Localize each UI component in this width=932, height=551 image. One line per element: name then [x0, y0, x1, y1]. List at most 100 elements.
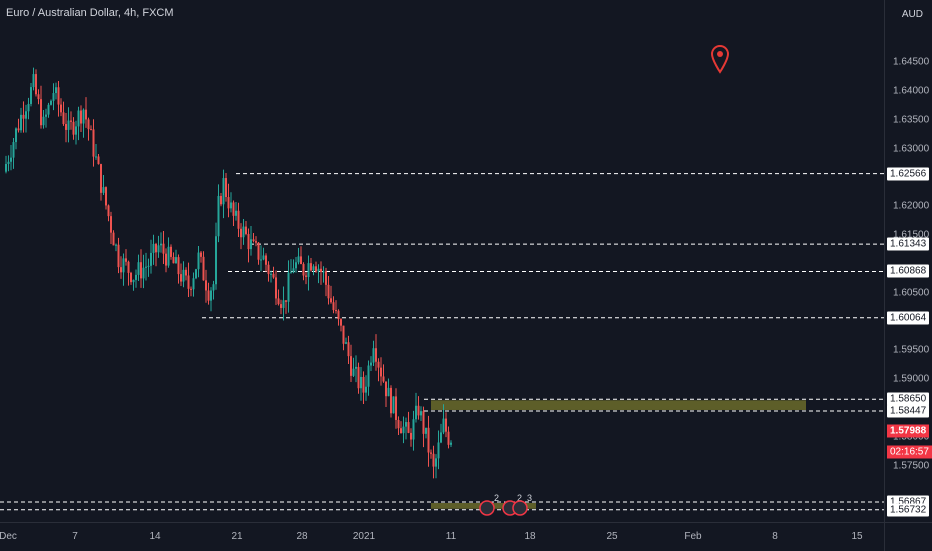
- candle-body: [375, 348, 377, 362]
- candle-body: [85, 109, 87, 120]
- current-price-label: 1.57988: [887, 424, 930, 438]
- candle-body: [102, 187, 105, 193]
- candle-body: [132, 279, 135, 283]
- candle-body: [75, 126, 77, 135]
- candle-body: [45, 114, 47, 117]
- candle-body: [395, 396, 397, 420]
- time-tick: 15: [851, 531, 863, 542]
- candle-body: [335, 310, 337, 312]
- candle-body: [82, 109, 85, 124]
- candle-body: [257, 242, 260, 260]
- axis-corner: [884, 522, 932, 551]
- candle-body: [325, 271, 327, 285]
- time-tick: 18: [524, 531, 536, 542]
- candle-body: [310, 263, 312, 271]
- candle-body: [337, 310, 340, 320]
- candle-body: [182, 269, 185, 282]
- price-tick: 1.63500: [893, 114, 930, 126]
- candle-body: [17, 128, 20, 131]
- price-level-label: 1.58650: [887, 392, 930, 406]
- time-axis[interactable]: Dec 7 14 21 28 2021 11 18 25 Feb 8 15: [0, 522, 884, 551]
- candle-body: [175, 257, 177, 264]
- candle-body: [147, 265, 150, 267]
- location-pin-icon[interactable]: [711, 45, 729, 75]
- candle-body: [275, 277, 277, 299]
- candle-body: [125, 258, 127, 262]
- candle-body: [302, 264, 305, 276]
- candle-body: [400, 428, 402, 434]
- candle-body: [242, 226, 245, 238]
- candle-body: [327, 284, 330, 299]
- time-tick: 25: [606, 531, 618, 542]
- candle-body: [120, 267, 122, 273]
- candle-body: [277, 298, 280, 305]
- candle-body: [20, 114, 22, 131]
- price-tick: 1.62000: [893, 200, 930, 212]
- candle-body: [447, 431, 450, 445]
- candle-body: [367, 365, 370, 387]
- candle-body: [115, 244, 117, 246]
- candle-body: [235, 210, 237, 216]
- candle-body: [295, 262, 297, 269]
- candle-body: [55, 87, 57, 94]
- candle-body: [122, 258, 125, 273]
- candle-body: [290, 272, 292, 274]
- price-tick: 1.64000: [893, 85, 930, 97]
- candle-body: [10, 157, 12, 162]
- candle-body: [282, 300, 285, 308]
- time-tick: 8: [772, 531, 778, 542]
- price-axis[interactable]: AUD 1.64500 1.64000 1.63500 1.63000 1.62000 1…: [884, 0, 932, 522]
- candle-body: [287, 272, 290, 302]
- countdown-label: 02:16:57: [887, 445, 932, 459]
- candle-body: [410, 432, 412, 440]
- candle-body: [220, 195, 222, 205]
- candle-body: [440, 432, 442, 443]
- candle-body: [72, 121, 75, 135]
- candle-body: [30, 87, 32, 104]
- candle-body: [232, 202, 235, 216]
- candle-body: [202, 256, 205, 281]
- candle-body: [240, 228, 242, 238]
- candle-body: [52, 93, 55, 101]
- candle-body: [297, 256, 300, 263]
- candle-body: [427, 427, 430, 453]
- candle-body: [430, 452, 432, 454]
- candle-body: [237, 210, 240, 229]
- candle-body: [215, 236, 217, 285]
- candle-body: [450, 442, 452, 445]
- candle-body: [380, 367, 382, 377]
- candle-body: [387, 387, 390, 397]
- candle-body: [267, 264, 270, 275]
- candle-body: [372, 348, 375, 363]
- candle-body: [312, 266, 315, 271]
- candle-body: [25, 111, 27, 119]
- time-tick: 14: [149, 531, 161, 542]
- event-badge-icon: [479, 500, 495, 516]
- candle-body: [95, 156, 97, 158]
- candle-body: [170, 246, 172, 257]
- price-tick: 1.59000: [893, 373, 930, 385]
- candle-body: [187, 275, 190, 289]
- candle-body: [362, 376, 365, 393]
- candle-body: [167, 246, 170, 266]
- candle-body: [185, 269, 187, 276]
- candle-body: [140, 262, 142, 279]
- candle-body: [222, 178, 225, 205]
- candle-body: [365, 386, 367, 393]
- candle-body: [35, 74, 37, 95]
- candle-body: [172, 256, 175, 264]
- candle-body: [100, 164, 102, 193]
- event-badge-count: 3: [527, 493, 532, 503]
- candle-body: [442, 418, 445, 433]
- candle-body: [50, 100, 52, 105]
- candle-body: [382, 376, 385, 382]
- candle-body: [27, 103, 30, 112]
- candle-body: [357, 366, 360, 389]
- candle-body: [42, 116, 45, 126]
- candle-body: [127, 261, 130, 273]
- candle-body: [192, 278, 195, 290]
- candle-body: [15, 128, 17, 143]
- candle-body: [390, 387, 392, 414]
